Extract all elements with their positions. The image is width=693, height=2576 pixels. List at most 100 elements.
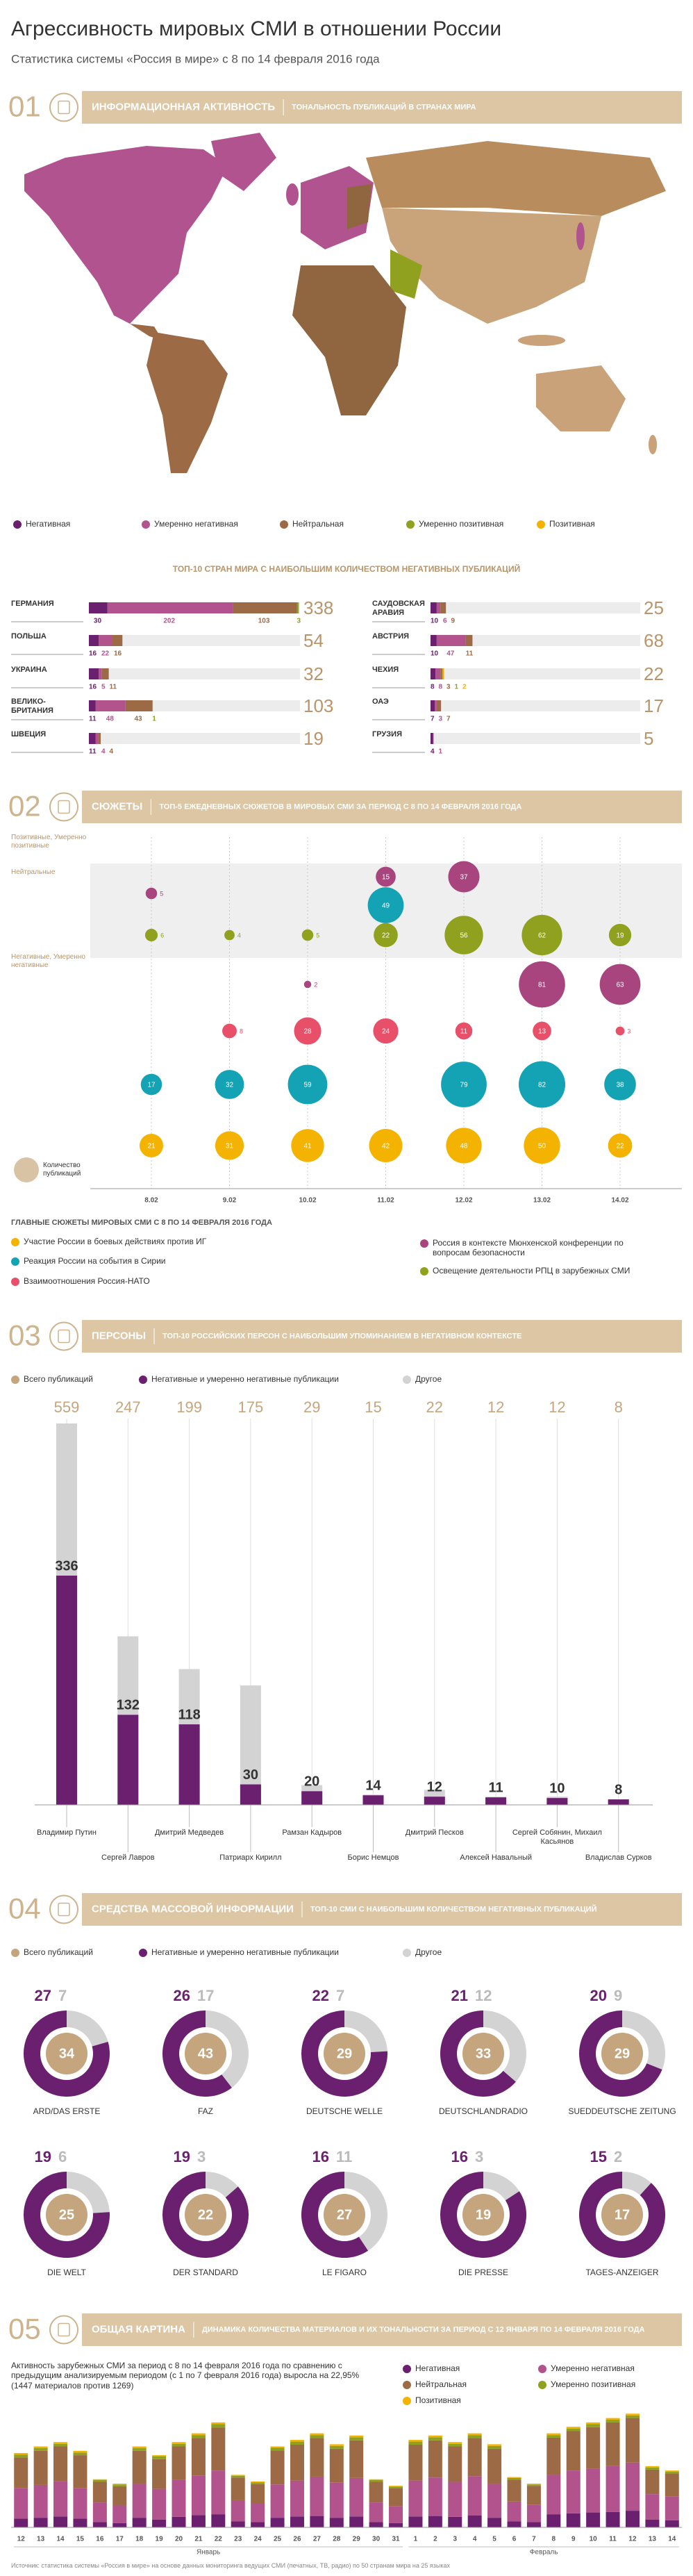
negative-label: 30 bbox=[243, 1767, 258, 1783]
section-icon-glyph bbox=[58, 100, 70, 115]
legend-entry-swatch bbox=[11, 1238, 19, 1246]
legend-entry-swatch bbox=[538, 2381, 546, 2389]
negative-bar bbox=[362, 1795, 384, 1805]
segment-label: 30 bbox=[94, 618, 102, 625]
donut-negative bbox=[162, 2172, 249, 2258]
bar-segment bbox=[310, 2476, 324, 2516]
negative-label: 15 bbox=[590, 2148, 607, 2165]
negative-label: 12 bbox=[427, 1779, 442, 1794]
bar-segment bbox=[507, 2477, 521, 2480]
total-label: 25 bbox=[59, 2207, 74, 2222]
section-number: 03 bbox=[8, 1319, 41, 1352]
bar-segment bbox=[645, 2466, 660, 2468]
total-label: 12 bbox=[487, 1398, 504, 1416]
bar-track bbox=[431, 635, 640, 646]
bar-segment bbox=[435, 700, 437, 711]
bar-segment bbox=[33, 2446, 48, 2449]
segment-label: 103 bbox=[258, 618, 270, 625]
bubble bbox=[291, 1129, 324, 1162]
bar-segment bbox=[233, 602, 297, 613]
bubble bbox=[518, 1061, 566, 1108]
bar-segment bbox=[389, 2488, 403, 2507]
donut-negative bbox=[162, 2011, 232, 2097]
bar-segment bbox=[625, 2511, 640, 2527]
bar-segment bbox=[33, 2518, 48, 2527]
media-name: DEUTSCHLANDRADIO bbox=[439, 2106, 528, 2116]
country-label: ПОЛЬША bbox=[11, 632, 47, 641]
bar-segment bbox=[546, 2437, 561, 2475]
bar-segment bbox=[211, 2514, 226, 2527]
section-bar bbox=[82, 2313, 682, 2346]
bar-segment bbox=[99, 668, 102, 679]
bar-segment bbox=[435, 668, 441, 679]
bar-segment bbox=[645, 2469, 660, 2495]
country-total: 5 bbox=[644, 728, 653, 749]
media-name: FAZ bbox=[198, 2106, 213, 2116]
bar-track bbox=[89, 635, 300, 646]
bar-segment bbox=[132, 2450, 147, 2484]
section-bar bbox=[82, 791, 682, 823]
bar-segment bbox=[566, 2428, 581, 2431]
bubble bbox=[533, 1021, 551, 1041]
media-name: ARD/DAS ERSTE bbox=[33, 2106, 101, 2116]
legend-entry: Всего публикаций bbox=[24, 1947, 93, 1957]
person-name: Рамзан Кадыров bbox=[282, 1828, 342, 1837]
month-label: Февраль bbox=[530, 2549, 558, 2557]
total-label: 27 bbox=[337, 2207, 352, 2222]
page-subtitle: Статистика системы «Россия в мире» с 8 п… bbox=[11, 52, 380, 65]
bubble bbox=[369, 1129, 403, 1162]
negative-bar bbox=[608, 1799, 629, 1805]
bubble bbox=[524, 1127, 560, 1164]
donut-other bbox=[344, 2172, 387, 2251]
bar-segment bbox=[290, 2480, 304, 2517]
bar-segment bbox=[487, 2444, 502, 2446]
bar-segment bbox=[507, 2479, 521, 2502]
country-total: 17 bbox=[644, 695, 664, 716]
media-name: DIE WELT bbox=[47, 2268, 86, 2277]
country-label: ОАЭ bbox=[372, 697, 389, 706]
total-label: 29 bbox=[337, 2046, 352, 2061]
section-subtitle: ДИНАМИКА КОЛИЧЕСТВА МАТЕРИАЛОВ И ИХ ТОНА… bbox=[202, 2325, 645, 2334]
bar-segment bbox=[310, 2516, 324, 2527]
country-total: 54 bbox=[303, 630, 324, 651]
bar-segment bbox=[586, 2427, 601, 2469]
bar-segment bbox=[92, 2482, 107, 2503]
bubble-label: 13 bbox=[538, 1028, 546, 1036]
negative-label: 19 bbox=[35, 2148, 51, 2165]
bubble bbox=[604, 1068, 636, 1100]
bubble-label: 8 bbox=[240, 1027, 243, 1034]
bar-segment bbox=[290, 2440, 304, 2442]
segment-label: 1 bbox=[455, 684, 459, 691]
bar-segment bbox=[191, 2475, 206, 2516]
donut-negative bbox=[579, 2011, 662, 2097]
donut-other bbox=[67, 2011, 108, 2047]
bar-segment bbox=[89, 635, 99, 646]
person-name: Дмитрий Медведев bbox=[154, 1828, 224, 1837]
bubble-label: 28 bbox=[303, 1028, 312, 1036]
section-subtitle: ТОП-10 СМИ С НАИБОЛЬШИМ КОЛИЧЕСТВОМ НЕГА… bbox=[310, 1904, 597, 1913]
bar-segment bbox=[442, 668, 444, 679]
segment-label: 43 bbox=[134, 716, 142, 723]
negative-label: 8 bbox=[615, 1782, 622, 1797]
legend-entry: Негативные и умеренно негативные публика… bbox=[151, 1374, 339, 1384]
bar-segment bbox=[125, 700, 153, 711]
bubble-label: 22 bbox=[382, 932, 390, 940]
donut-negative bbox=[440, 2011, 516, 2097]
bar-segment bbox=[467, 2516, 482, 2527]
bubble bbox=[144, 928, 158, 942]
bar-segment bbox=[152, 700, 153, 711]
bar-segment bbox=[665, 2496, 679, 2520]
segment-label: 22 bbox=[101, 650, 110, 658]
total-label: 247 bbox=[115, 1398, 141, 1416]
bubble bbox=[374, 923, 398, 948]
x-tick-label: 19 bbox=[156, 2536, 164, 2543]
europe-east bbox=[347, 184, 371, 229]
bar-segment bbox=[546, 2435, 561, 2438]
bar-segment bbox=[625, 2413, 640, 2416]
total-label: 34 bbox=[59, 2046, 75, 2061]
bar-segment bbox=[172, 2443, 186, 2447]
section-icon bbox=[49, 1321, 78, 1351]
other-label: 7 bbox=[336, 1987, 344, 2004]
bar-segment bbox=[586, 2512, 601, 2527]
x-tick-label: 14 bbox=[668, 2536, 676, 2543]
